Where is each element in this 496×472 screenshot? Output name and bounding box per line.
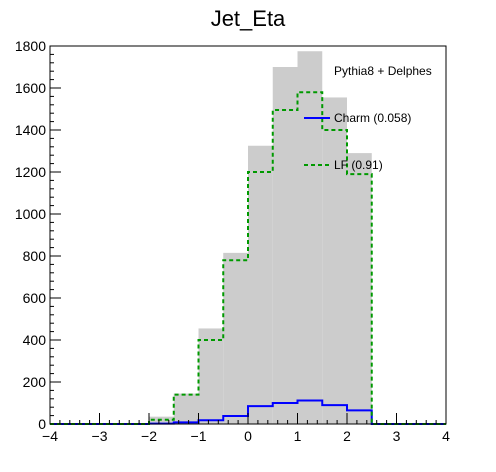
histogram-bar [173,393,199,424]
y-tick-label: 600 [23,290,47,306]
x-tick-label: 1 [294,428,302,444]
histogram-bar [248,145,273,424]
y-tick-label: 200 [23,374,47,390]
legend: Pythia8 + Delphes Charm (0.058) LF (0.91) [304,64,432,172]
histogram-bar [223,252,248,424]
filled-histogram [149,51,372,424]
histogram-bar [272,67,298,424]
histogram-bar [198,328,224,424]
y-tick-label: 0 [38,416,46,432]
x-tick-label: 0 [244,428,252,444]
x-tick-label: −3 [92,428,108,444]
y-tick-label: 1400 [15,122,46,138]
chart-title: Jet_Eta [211,6,286,31]
y-tick-label: 1000 [15,206,46,222]
histogram-bar [347,153,372,424]
x-tick-label: 3 [393,428,401,444]
x-tick-label: 4 [442,428,450,444]
legend-label: LF (0.91) [334,158,383,172]
axes: −4 −3 −2 −1 0 1 2 3 4 0 200 400 600 800 1000 1200 1400 16… [15,38,450,444]
y-tick-label: 1600 [15,80,46,96]
x-tick-label: −1 [191,428,207,444]
legend-label: Charm (0.058) [334,111,411,125]
x-tick-label: 2 [343,428,351,444]
generator-annotation: Pythia8 + Delphes [334,64,432,78]
histogram-bar [322,97,347,424]
histogram-bar [297,51,323,424]
x-tick-label: −2 [141,428,157,444]
y-tick-label: 400 [23,332,47,348]
y-tick-label: 800 [23,248,47,264]
x-tick-label: −4 [42,428,58,444]
y-tick-label: 1800 [15,38,46,54]
y-tick-label: 1200 [15,164,46,180]
